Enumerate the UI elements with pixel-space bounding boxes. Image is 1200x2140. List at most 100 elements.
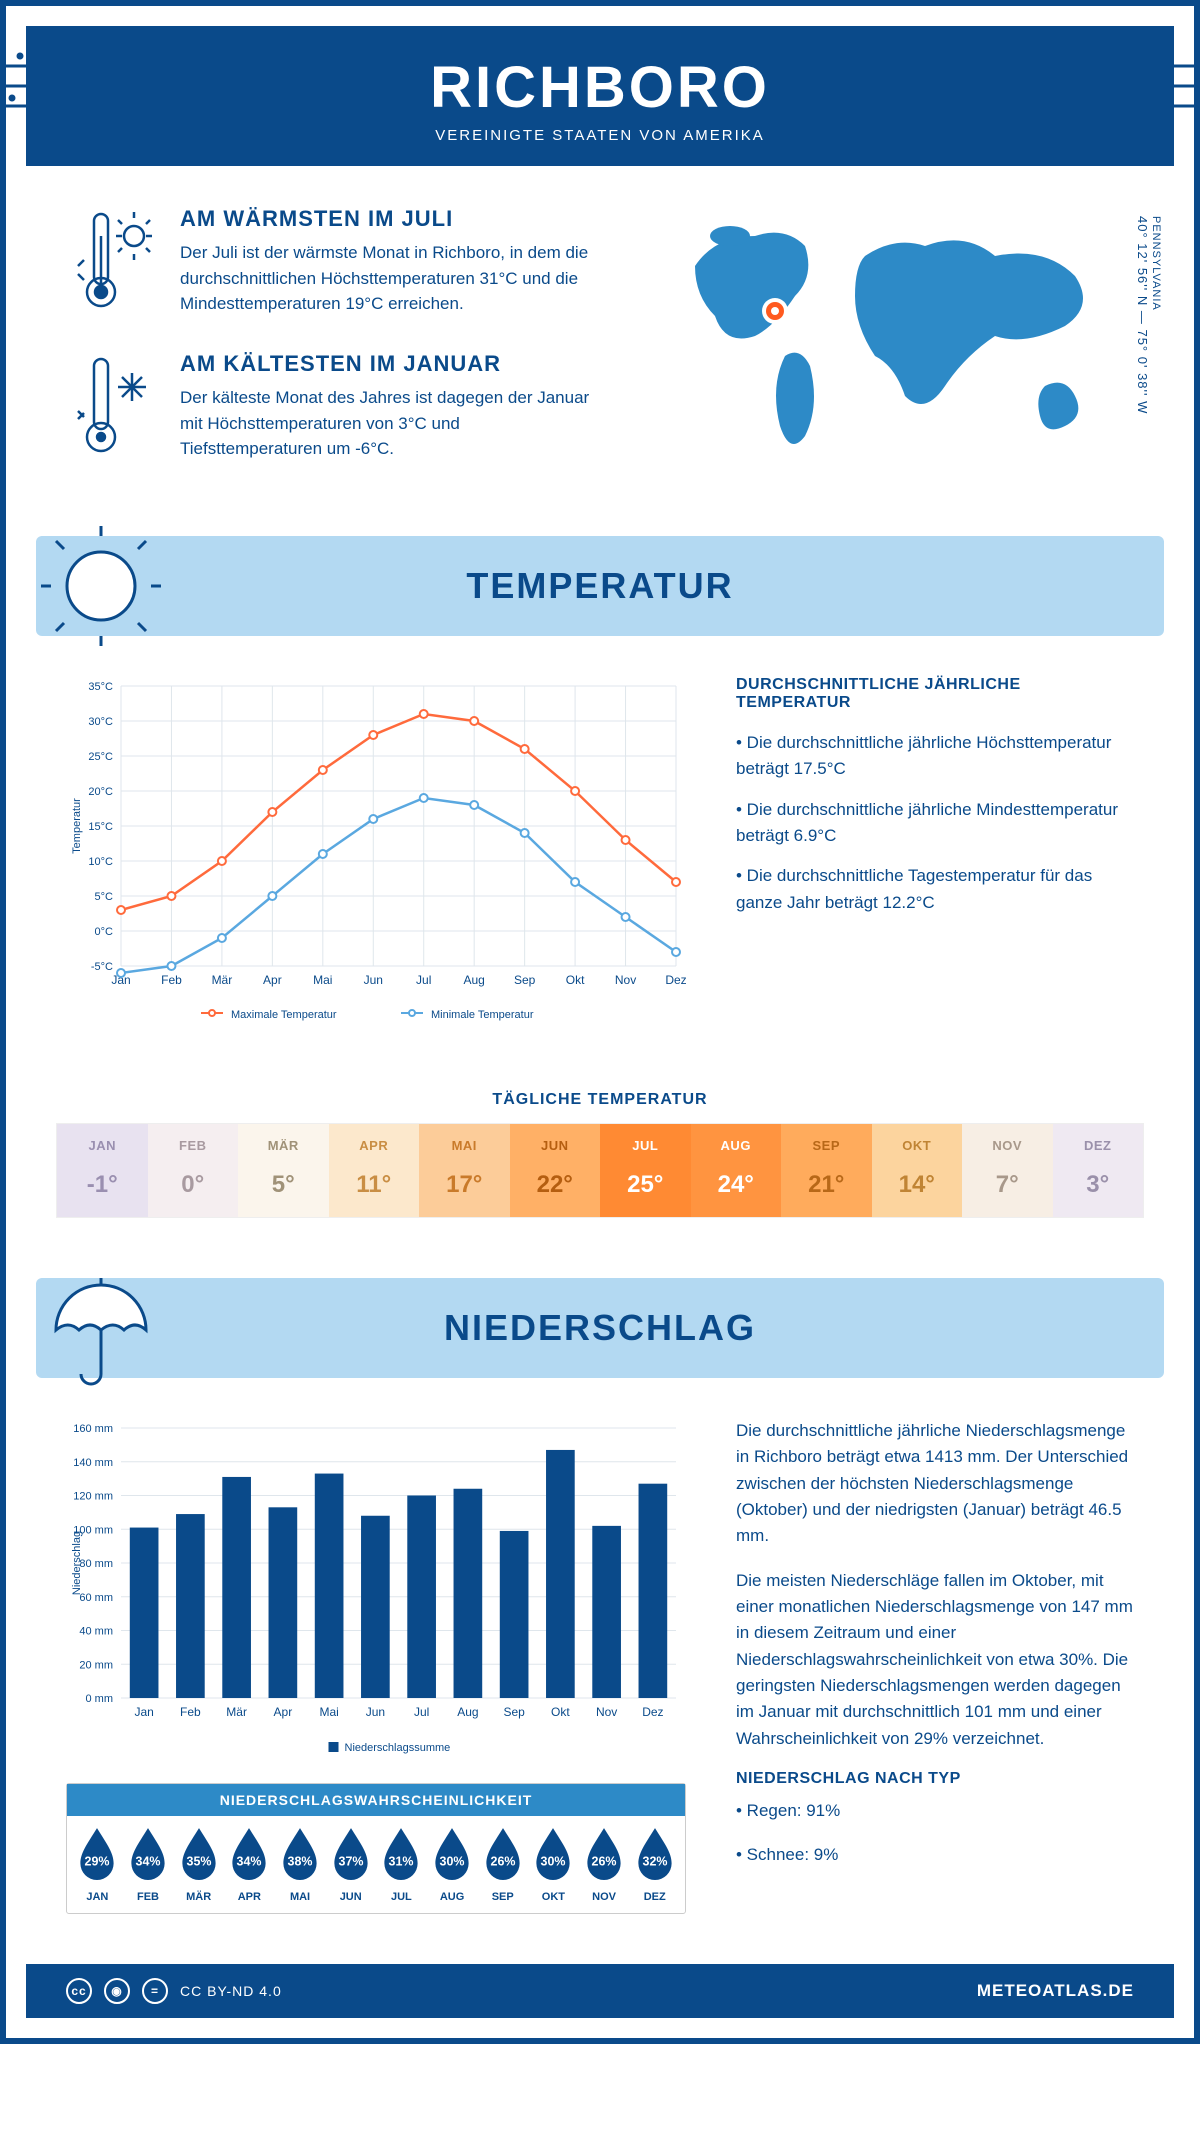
- prob-cell: 37%JUN: [326, 1826, 375, 1903]
- svg-text:Nov: Nov: [596, 1705, 617, 1719]
- svg-text:60 mm: 60 mm: [79, 1592, 113, 1604]
- svg-text:20 mm: 20 mm: [79, 1659, 113, 1671]
- svg-text:40 mm: 40 mm: [79, 1626, 113, 1638]
- temp-cell: MAI17°: [419, 1124, 510, 1217]
- svg-text:10°C: 10°C: [88, 856, 113, 868]
- temperature-row: -5°C0°C5°C10°C15°C20°C25°C30°C35°CJanFeb…: [6, 636, 1194, 1061]
- svg-text:30%: 30%: [440, 1854, 465, 1868]
- precip-type-1: • Regen: 91%: [736, 1798, 1134, 1824]
- daily-temp-table: JAN-1°FEB0°MÄR5°APR11°MAI17°JUN22°JUL25°…: [56, 1123, 1144, 1218]
- map-coordinates: PENNSYLVANIA 40° 12' 56'' N — 75° 0' 38'…: [1135, 216, 1162, 414]
- svg-text:80 mm: 80 mm: [79, 1558, 113, 1570]
- svg-text:5°C: 5°C: [95, 891, 114, 903]
- cc-icon: cc: [66, 1978, 92, 2004]
- warmest-title: AM WÄRMSTEN IM JULI: [180, 206, 605, 232]
- temperature-summary: DURCHSCHNITTLICHE JÄHRLICHE TEMPERATUR •…: [736, 676, 1134, 1041]
- daily-temp-title: TÄGLICHE TEMPERATUR: [6, 1091, 1194, 1109]
- temp-cell: NOV7°: [962, 1124, 1053, 1217]
- precipitation-chart: 0 mm20 mm40 mm60 mm80 mm100 mm120 mm140 …: [66, 1418, 686, 1763]
- svg-text:Feb: Feb: [161, 973, 182, 987]
- svg-text:Mär: Mär: [226, 1705, 247, 1719]
- temp-cell: FEB0°: [148, 1124, 239, 1217]
- temp-bullet-2: • Die durchschnittliche jährliche Mindes…: [736, 797, 1134, 850]
- site-name: METEOATLAS.DE: [977, 1981, 1134, 2001]
- precipitation-probability-box: NIEDERSCHLAGSWAHRSCHEINLICHKEIT 29%JAN 34…: [66, 1783, 686, 1914]
- temp-cell: MÄR5°: [238, 1124, 329, 1217]
- page-title: RICHBORO: [26, 54, 1174, 121]
- prob-cell: 26%SEP: [478, 1826, 527, 1903]
- temp-cell: JAN-1°: [57, 1124, 148, 1217]
- svg-text:Minimale Temperatur: Minimale Temperatur: [431, 1009, 534, 1021]
- svg-text:31%: 31%: [389, 1854, 414, 1868]
- svg-text:Jun: Jun: [366, 1705, 385, 1719]
- precipitation-heading: NIEDERSCHLAG: [444, 1307, 756, 1349]
- svg-text:Aug: Aug: [457, 1705, 478, 1719]
- svg-text:38%: 38%: [288, 1854, 313, 1868]
- prob-cell: 38%MAI: [276, 1826, 325, 1903]
- precipitation-row: 0 mm20 mm40 mm60 mm80 mm100 mm120 mm140 …: [6, 1378, 1194, 1934]
- intro-section: AM WÄRMSTEN IM JULI Der Juli ist der wär…: [6, 166, 1194, 516]
- svg-text:Temperatur: Temperatur: [71, 798, 83, 854]
- svg-text:Aug: Aug: [464, 973, 485, 987]
- svg-text:Mai: Mai: [313, 973, 332, 987]
- svg-text:Mär: Mär: [212, 973, 233, 987]
- prob-cell: 30%AUG: [428, 1826, 477, 1903]
- svg-text:Dez: Dez: [642, 1705, 663, 1719]
- prob-cell: 30%OKT: [529, 1826, 578, 1903]
- temp-bullet-3: • Die durchschnittliche Tagestemperatur …: [736, 863, 1134, 916]
- prob-cell: 29%JAN: [73, 1826, 122, 1903]
- prob-cell: 32%DEZ: [630, 1826, 679, 1903]
- svg-text:29%: 29%: [85, 1854, 110, 1868]
- svg-text:Sep: Sep: [514, 973, 536, 987]
- svg-text:30°C: 30°C: [88, 716, 113, 728]
- prob-cell: 35%MÄR: [174, 1826, 223, 1903]
- svg-text:25°C: 25°C: [88, 751, 113, 763]
- sun-icon: [36, 526, 166, 661]
- svg-text:Niederschlag: Niederschlag: [71, 1531, 83, 1595]
- svg-text:Apr: Apr: [274, 1705, 293, 1719]
- map-state: PENNSYLVANIA: [1150, 216, 1162, 408]
- by-icon: ◉: [104, 1978, 130, 2004]
- prob-heading: NIEDERSCHLAGSWAHRSCHEINLICHKEIT: [67, 1784, 685, 1816]
- svg-text:140 mm: 140 mm: [73, 1457, 113, 1469]
- svg-text:Apr: Apr: [263, 973, 282, 987]
- page: RICHBORO VEREINIGTE STAATEN VON AMERIKA …: [0, 0, 1200, 2044]
- svg-text:120 mm: 120 mm: [73, 1491, 113, 1503]
- world-map: PENNSYLVANIA 40° 12' 56'' N — 75° 0' 38'…: [665, 206, 1134, 496]
- precip-p1: Die durchschnittliche jährliche Niedersc…: [736, 1418, 1134, 1550]
- prob-cell: 31%JUL: [377, 1826, 426, 1903]
- svg-text:37%: 37%: [338, 1854, 363, 1868]
- svg-text:0°C: 0°C: [95, 926, 114, 938]
- precipitation-summary: Die durchschnittliche jährliche Niedersc…: [736, 1418, 1134, 1914]
- precip-type-2: • Schnee: 9%: [736, 1842, 1134, 1868]
- coldest-text: Der kälteste Monat des Jahres ist dagege…: [180, 385, 605, 462]
- svg-text:Jan: Jan: [134, 1705, 153, 1719]
- svg-text:160 mm: 160 mm: [73, 1423, 113, 1435]
- svg-text:26%: 26%: [592, 1854, 617, 1868]
- svg-text:34%: 34%: [237, 1854, 262, 1868]
- svg-text:26%: 26%: [490, 1854, 515, 1868]
- thermometer-snow-icon: [66, 351, 156, 466]
- svg-text:32%: 32%: [642, 1854, 667, 1868]
- svg-text:Jul: Jul: [414, 1705, 429, 1719]
- nd-icon: =: [142, 1978, 168, 2004]
- svg-text:Feb: Feb: [180, 1705, 201, 1719]
- svg-text:-5°C: -5°C: [91, 961, 113, 973]
- temp-cell: DEZ3°: [1053, 1124, 1144, 1217]
- svg-text:35%: 35%: [186, 1854, 211, 1868]
- svg-text:Okt: Okt: [551, 1705, 570, 1719]
- temp-cell: SEP21°: [781, 1124, 872, 1217]
- svg-text:Maximale Temperatur: Maximale Temperatur: [231, 1009, 337, 1021]
- svg-text:Sep: Sep: [503, 1705, 525, 1719]
- svg-text:Niederschlagssumme: Niederschlagssumme: [345, 1742, 451, 1754]
- header: RICHBORO VEREINIGTE STAATEN VON AMERIKA: [26, 26, 1174, 166]
- temperature-banner: TEMPERATUR: [36, 536, 1164, 636]
- svg-text:20°C: 20°C: [88, 786, 113, 798]
- warmest-text: Der Juli ist der wärmste Monat in Richbo…: [180, 240, 605, 317]
- precip-type-heading: NIEDERSCHLAG NACH TYP: [736, 1770, 1134, 1788]
- temperature-chart: -5°C0°C5°C10°C15°C20°C25°C30°C35°CJanFeb…: [66, 676, 686, 1041]
- thermometer-sun-icon: [66, 206, 156, 321]
- umbrella-icon: [36, 1268, 166, 1403]
- temp-summary-heading: DURCHSCHNITTLICHE JÄHRLICHE TEMPERATUR: [736, 676, 1134, 712]
- svg-text:Dez: Dez: [665, 973, 686, 987]
